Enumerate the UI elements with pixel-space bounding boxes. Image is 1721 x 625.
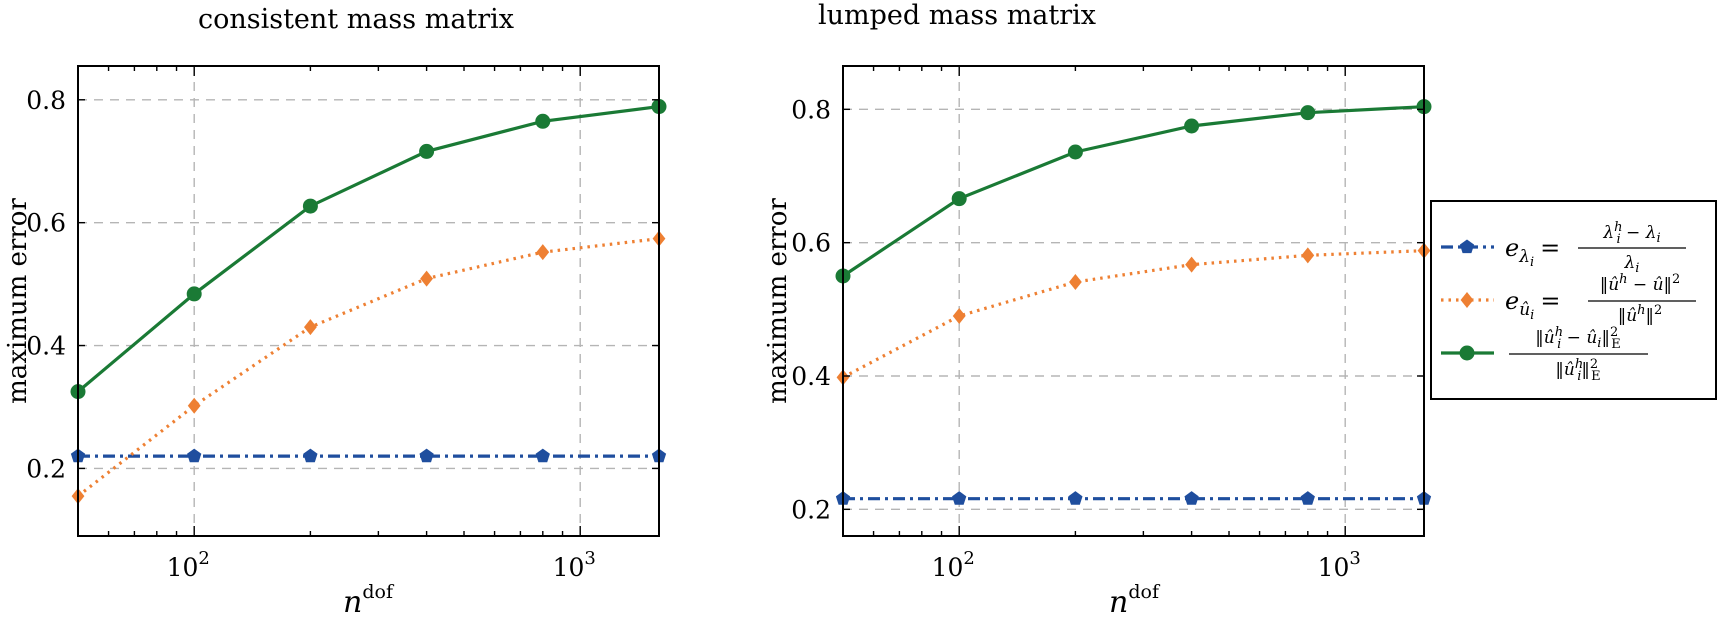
tick-layer: 0.2 0.4 0.6 0.8 102 103 — [791, 66, 1424, 582]
x-tick-label: 102 — [932, 548, 975, 582]
legend-label-numerator: λh i − λi — [1602, 220, 1660, 247]
x-axis-label: ndof — [343, 581, 395, 620]
data-point — [1067, 144, 1083, 160]
legend-swatch — [1441, 345, 1494, 361]
data-point — [1069, 274, 1082, 290]
y-tick-label: 0.8 — [26, 86, 66, 115]
legend-label-numerator: ‖ûh i − ûi‖2 E — [1535, 325, 1620, 352]
y-axis-label: maximum error — [763, 198, 793, 404]
legend-swatch — [1441, 239, 1494, 254]
legend-marker — [1459, 345, 1475, 361]
data-point — [536, 244, 550, 261]
data-point — [1184, 118, 1200, 134]
series-line — [842, 249, 1425, 379]
y-axis-label: maximum error — [3, 198, 33, 404]
data-point — [951, 191, 967, 207]
series-e-lambda — [835, 491, 1432, 505]
y-tick-label: 0.2 — [26, 454, 66, 483]
data-point — [186, 286, 202, 302]
legend-entry-e-u: eûi= ‖ûh − û‖2 ‖ûh‖2 — [1441, 272, 1696, 326]
data-point — [1300, 491, 1315, 505]
data-point — [1185, 256, 1198, 273]
data-point — [302, 198, 318, 214]
data-point — [304, 319, 317, 336]
data-point — [419, 448, 434, 463]
legend-label-lhs: eûi= — [1505, 287, 1560, 323]
data-point — [420, 270, 433, 287]
y-tick-label: 0.4 — [791, 362, 831, 391]
data-point — [535, 113, 551, 129]
series-layer — [70, 99, 667, 505]
data-point — [187, 397, 201, 414]
data-point — [1301, 247, 1315, 264]
chart-title: lumped mass matrix — [818, 0, 1096, 31]
chart-title: consistent mass matrix — [198, 4, 514, 35]
data-point — [952, 308, 966, 324]
y-tick-label: 0.6 — [26, 209, 66, 238]
data-point — [303, 448, 318, 463]
data-point — [1184, 491, 1199, 505]
legend-label-numerator: ‖ûh − û‖2 — [1600, 272, 1681, 295]
y-tick-label: 0.4 — [26, 332, 66, 361]
plot-frame — [842, 65, 1425, 537]
data-point — [419, 143, 435, 159]
legend-marker — [1460, 292, 1474, 308]
x-axis-label: ndof — [1109, 581, 1161, 620]
x-tick-label: 103 — [553, 548, 596, 582]
data-point — [1068, 491, 1083, 505]
legend-swatch — [1441, 292, 1494, 308]
legend-label-denominator: ‖ûh‖2 — [1618, 303, 1663, 326]
grid — [843, 66, 1424, 536]
legend-label-lhs: eλi= — [1505, 234, 1560, 270]
series-layer — [835, 99, 1432, 505]
legend-marker — [1459, 239, 1475, 254]
plot-frame — [77, 65, 660, 537]
x-tick-label: 103 — [1318, 548, 1361, 582]
series-energy — [70, 99, 667, 400]
data-point — [187, 448, 202, 463]
series-e-u — [71, 230, 666, 505]
chart-lumped-mass-matrix: lumped mass matrix 0.2 0.4 0.6 0.8 102 103 ma… — [763, 0, 1432, 620]
series-e-u — [836, 242, 1431, 386]
tick-layer: 0.2 0.4 0.6 0.8 102 103 — [26, 66, 659, 582]
y-tick-label: 0.2 — [791, 495, 831, 524]
legend-label-denominator: ‖ûh i‖2 E — [1555, 357, 1600, 384]
series-e-lambda — [70, 448, 667, 463]
data-point — [1300, 105, 1316, 121]
series-line — [76, 104, 660, 393]
series-energy — [835, 99, 1432, 284]
legend-label-denominator: λi — [1624, 253, 1640, 276]
grid — [78, 66, 659, 536]
data-point — [535, 448, 550, 463]
legend: eλi= λh i − λi λi eûi= ‖ûh − û‖2 ‖ûh‖2 ‖û… — [1430, 200, 1717, 400]
data-point — [952, 491, 967, 505]
legend-entry-energy-norm: ‖ûh i − ûi‖2 E ‖ûh i‖2 E — [1441, 325, 1648, 384]
chart-consistent-mass-matrix: consistent mass matrix 0.2 0.4 0.6 0.8 102 10… — [3, 4, 667, 620]
y-tick-label: 0.8 — [791, 95, 831, 124]
legend-entry-e-lambda: eλi= λh i − λi λi — [1441, 220, 1686, 276]
series-line — [842, 105, 1425, 278]
y-tick-label: 0.6 — [791, 229, 831, 258]
x-tick-label: 102 — [167, 548, 210, 582]
